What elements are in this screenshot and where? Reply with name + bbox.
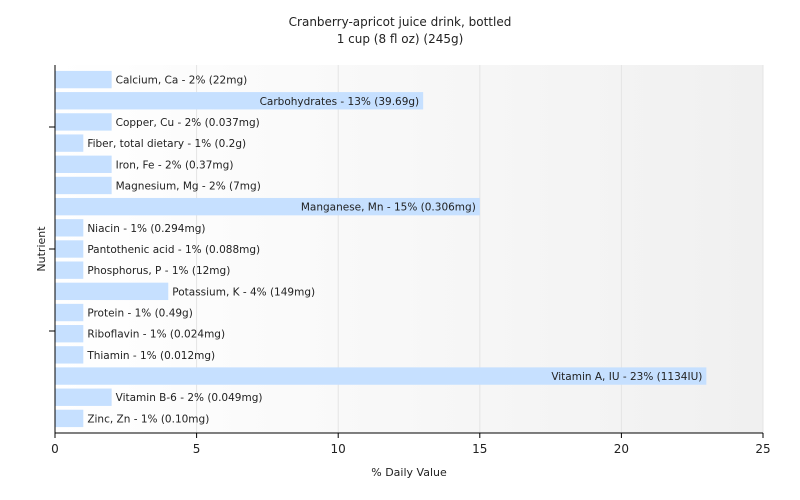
bar <box>55 176 112 195</box>
bar-label: Vitamin B-6 - 2% (0.049mg) <box>116 392 263 404</box>
bar <box>55 197 480 216</box>
bar-label: Carbohydrates - 13% (39.69g) <box>260 96 420 108</box>
bar-label: Thiamin - 1% (0.012mg) <box>86 350 215 362</box>
bar-label: Iron, Fe - 2% (0.37mg) <box>116 159 234 171</box>
bar-label: Zinc, Zn - 1% (0.10mg) <box>87 413 209 425</box>
x-tick-label: 10 <box>331 442 346 456</box>
bar-label: Fiber, total dietary - 1% (0.2g) <box>87 138 246 150</box>
bar <box>55 155 112 173</box>
bars: Calcium, Ca - 2% (22mg) Carbohydrates - 1… <box>55 70 707 428</box>
bar <box>55 367 707 385</box>
bar <box>55 92 424 110</box>
bar-label: Calcium, Ca - 2% (22mg) <box>116 75 248 87</box>
bar-label: Riboflavin - 1% (0.024mg) <box>87 329 225 341</box>
bar-label: Niacin - 1% (0.294mg) <box>87 223 205 235</box>
bar <box>55 134 84 152</box>
x-axis-label: % Daily Value <box>371 466 447 479</box>
bar <box>55 388 112 406</box>
axes: 0 5 10 15 20 25 <box>49 65 771 456</box>
chart-subtitle: 1 cup (8 fl oz) (245g) <box>336 32 464 46</box>
bar <box>55 303 84 322</box>
x-tick-label: 20 <box>614 442 629 456</box>
y-axis-label: Nutrient <box>35 226 48 272</box>
bar-label: Copper, Cu - 2% (0.037mg) <box>116 117 260 129</box>
bar-label: Potassium, K - 4% (149mg) <box>172 286 315 298</box>
bar <box>55 70 112 89</box>
x-tick-label: 25 <box>755 442 770 456</box>
bar-label: Protein - 1% (0.49g) <box>87 308 193 320</box>
bar <box>55 240 84 258</box>
bar <box>55 261 84 279</box>
bar-label: Vitamin A, IU - 23% (1134IU) <box>551 371 702 383</box>
chart-title: Cranberry-apricot juice drink, bottled <box>288 15 512 29</box>
bar <box>55 325 84 343</box>
bar <box>55 219 84 237</box>
bar-label: Magnesium, Mg - 2% (7mg) <box>116 180 261 192</box>
x-tick-label: 5 <box>193 442 201 456</box>
bar-label: Pantothenic acid - 1% (0.088mg) <box>87 244 260 256</box>
bar-label: Phosphorus, P - 1% (12mg) <box>87 265 230 277</box>
x-tick-label: 0 <box>51 442 59 456</box>
x-tick-label: 15 <box>472 442 487 456</box>
bar <box>55 113 112 131</box>
bar <box>55 409 84 428</box>
bar-label: Manganese, Mn - 15% (0.306mg) <box>301 202 476 214</box>
bar <box>55 282 169 301</box>
bar <box>55 346 84 364</box>
